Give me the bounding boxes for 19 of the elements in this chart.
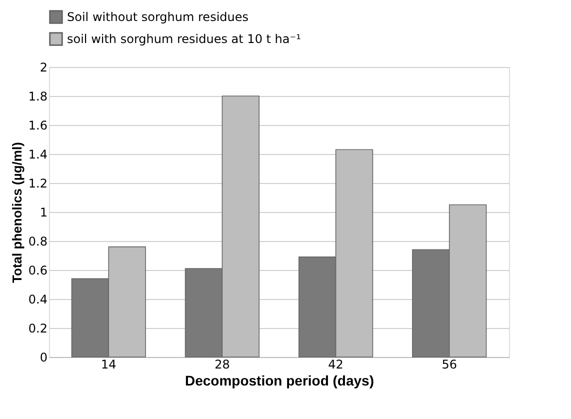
x-tick-label: 28 (214, 358, 230, 372)
y-tick-label: 0.4 (28, 292, 48, 306)
x-tick-label: 14 (100, 358, 116, 372)
x-tick-label: 42 (328, 358, 344, 372)
y-tick-label: 1.6 (28, 118, 48, 132)
legend-label: Soil without sorghum residues (67, 10, 249, 24)
y-tick-label: 0.8 (28, 234, 48, 248)
y-axis-title: Total phenolics (µg/ml) (9, 142, 24, 283)
y-tick-label: 1.2 (28, 176, 48, 190)
legend-label: soil with sorghum residues at 10 t ha⁻¹ (67, 32, 302, 46)
y-tick-label: 2 (40, 60, 48, 74)
x-axis-title: Decompostion period (days) (184, 372, 374, 388)
y-tick-label: 1.8 (28, 90, 48, 104)
y-tick-label: 0.2 (28, 322, 48, 336)
y-tick-label: 1 (40, 206, 48, 220)
y-tick-label: 0.6 (28, 264, 48, 278)
x-tick-label: 56 (442, 358, 458, 372)
y-tick-label: 0 (40, 350, 48, 364)
y-tick-label: 1.4 (28, 148, 48, 162)
